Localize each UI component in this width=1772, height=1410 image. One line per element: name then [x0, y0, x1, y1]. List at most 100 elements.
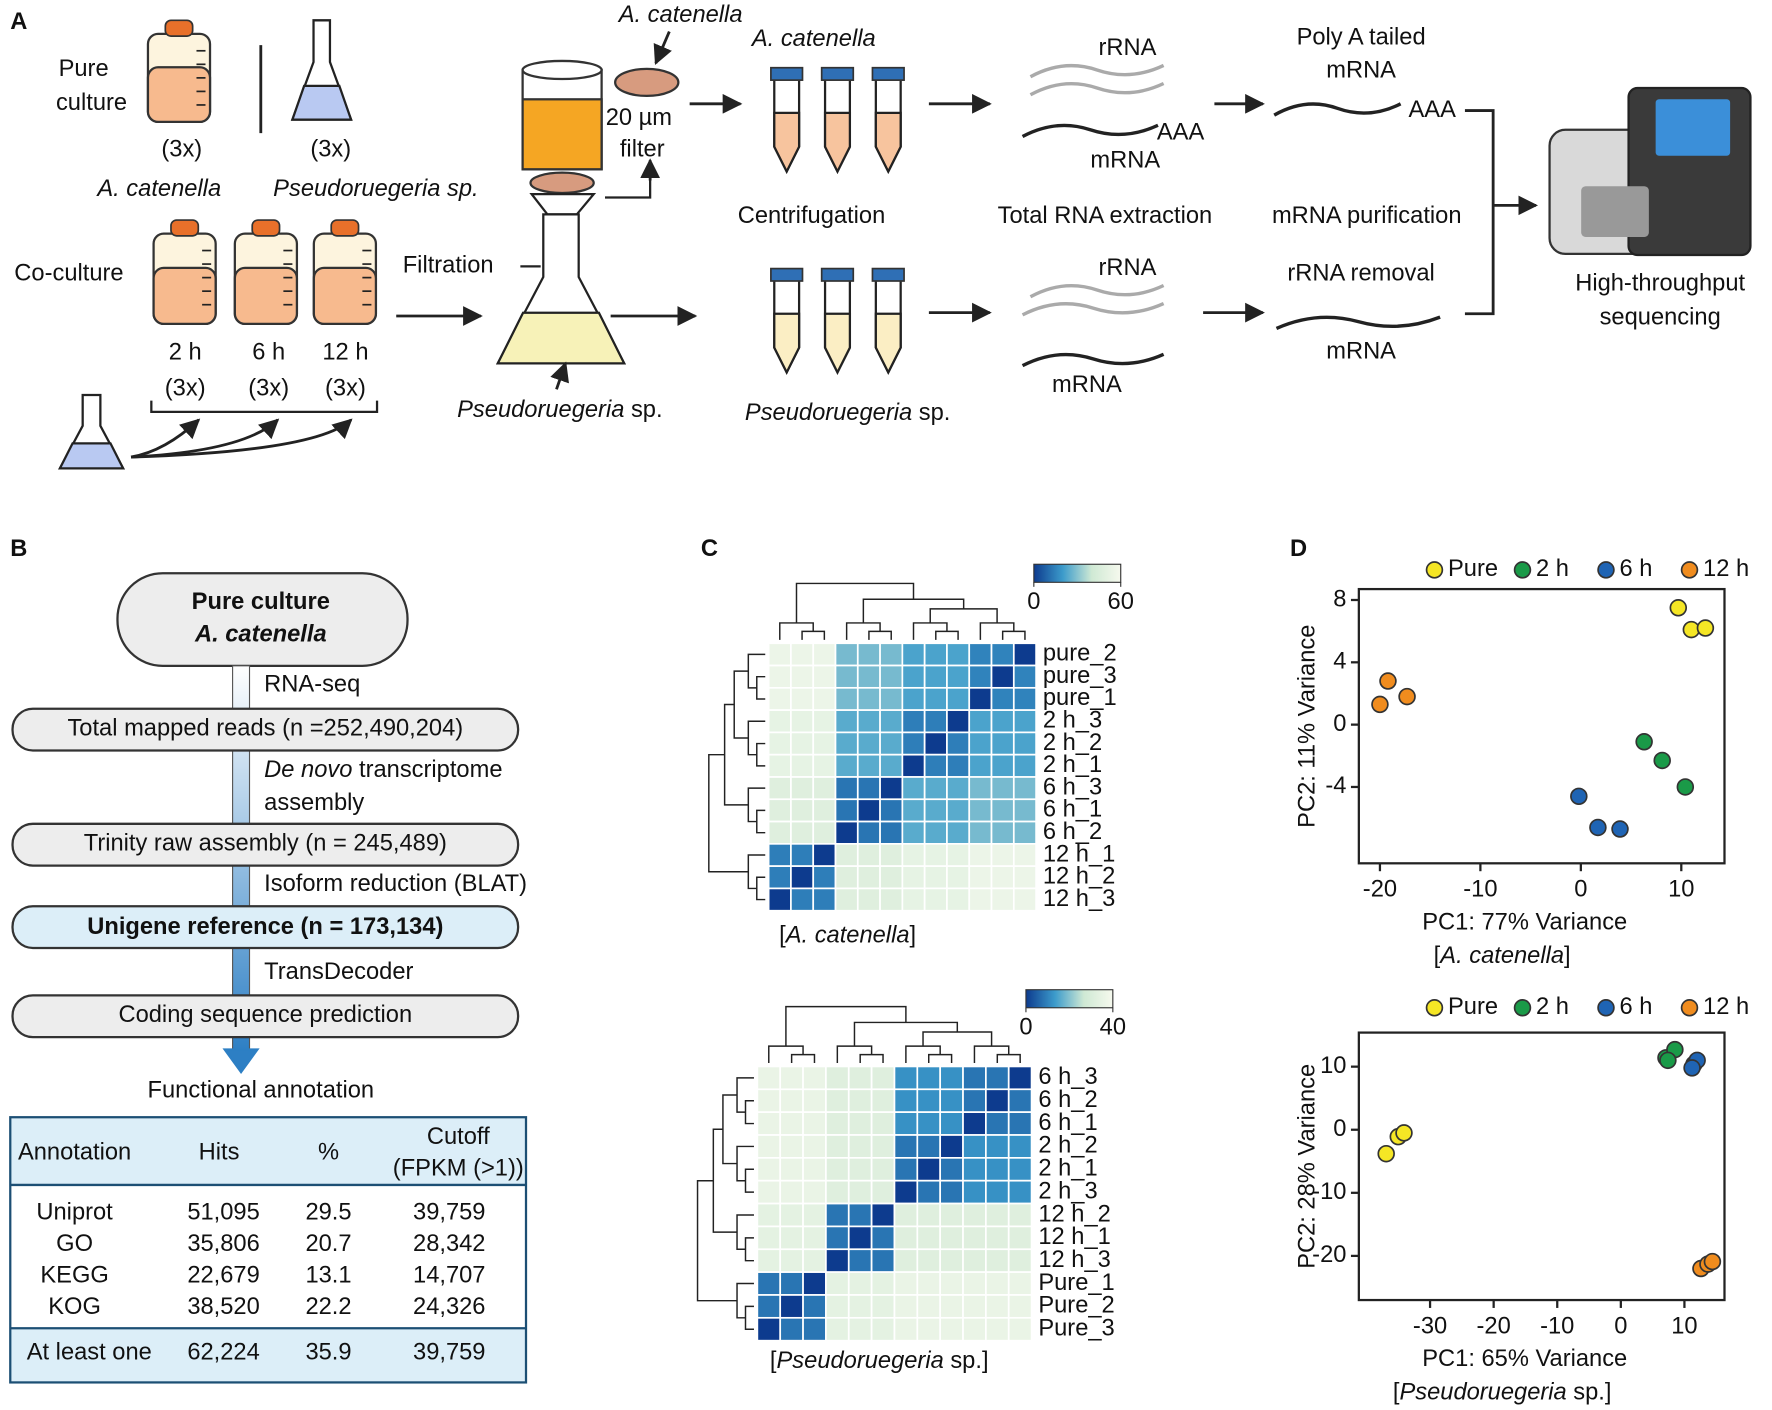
- heat-cell: [923, 865, 948, 890]
- point: [1611, 820, 1629, 838]
- heat-cell: [990, 664, 1015, 689]
- heat-cell: [985, 1088, 1010, 1113]
- flow-label: assembly: [264, 790, 364, 816]
- x-axis-label: PC1: 77% Variance: [1422, 909, 1627, 935]
- heat-cell: [1012, 753, 1037, 778]
- dendrogram: [696, 1179, 738, 1302]
- filter-top: [521, 59, 603, 81]
- heat-cell: [1012, 887, 1037, 912]
- flow-label: De novo transcriptome: [264, 757, 502, 783]
- heat-cell: [870, 1316, 896, 1342]
- heat-cell: [962, 1088, 987, 1113]
- funnel: [529, 192, 597, 216]
- heat-cell: [990, 798, 1015, 823]
- heat-cell: [779, 1294, 804, 1319]
- x-tick-label: -30: [1413, 1313, 1447, 1339]
- heat-cell: [893, 1202, 919, 1228]
- dendrogram: [905, 1045, 941, 1064]
- heat-cell: [923, 843, 948, 867]
- heat-cell: [990, 686, 1015, 711]
- label-part: A. catenella: [784, 923, 910, 949]
- flow-label: Functional annotation: [148, 1078, 375, 1104]
- heat-cell: [968, 820, 993, 845]
- table-cell: At least one: [27, 1339, 152, 1365]
- heat-cell: [985, 1316, 1010, 1342]
- heat-cell: [834, 664, 859, 689]
- label-part: [: [1434, 943, 1441, 969]
- heat-cell: [802, 1225, 827, 1251]
- dendrogram: [756, 876, 766, 901]
- heat-cell: [1007, 1179, 1033, 1205]
- heat-cell: [756, 1316, 782, 1342]
- heat-cell: [779, 1316, 804, 1342]
- row-label: 2 h_1: [1038, 1156, 1097, 1182]
- heat-cell: [790, 887, 815, 912]
- heat-cell: [916, 1134, 942, 1159]
- heat-cell: [767, 664, 792, 689]
- flow-label: Trinity raw assembly (n = 245,489): [84, 830, 447, 856]
- heat-cell: [812, 865, 837, 890]
- heat-cell: [968, 843, 993, 867]
- legend-label: Pure: [1448, 994, 1498, 1020]
- heat-cell: [847, 1248, 873, 1273]
- label: Pseudoruegeria sp.: [273, 176, 478, 202]
- heat-cell: [923, 642, 948, 667]
- heat-cell: [767, 887, 792, 912]
- heat-cell: [1007, 1271, 1033, 1296]
- label: culture: [56, 90, 127, 116]
- heat-cell: [985, 1111, 1010, 1136]
- heat-cell: [985, 1248, 1010, 1273]
- y-tick-label: -4: [1325, 773, 1346, 799]
- heat-cell: [802, 1088, 827, 1113]
- point: [1570, 787, 1588, 806]
- label: (3x): [325, 376, 366, 402]
- dendrogram: [868, 630, 892, 640]
- heat-cell: [856, 664, 881, 689]
- heat-cell: [756, 1248, 782, 1273]
- rna-strand: [1029, 283, 1165, 299]
- bottle-cap: [251, 219, 281, 237]
- heat-cell: [756, 1225, 782, 1251]
- heat-cell: [939, 1088, 964, 1113]
- point: [1703, 1252, 1722, 1271]
- heat-cell: [790, 709, 815, 734]
- legend-label: 2 h: [1536, 556, 1569, 582]
- panel-label: B: [10, 536, 27, 562]
- bracket: [150, 400, 379, 414]
- heat-cell: [879, 686, 904, 711]
- heat-cell: [879, 820, 904, 845]
- heat-cell: [968, 865, 993, 890]
- y-tick-label: -10: [1312, 1179, 1346, 1205]
- heat-cell: [916, 1294, 942, 1319]
- heat-cell: [870, 1157, 896, 1182]
- heat-cell: [847, 1271, 873, 1296]
- heat-cell: [767, 686, 792, 711]
- heat-cell: [985, 1179, 1010, 1205]
- row-label: pure_2: [1043, 641, 1117, 667]
- row-label: 2 h_3: [1043, 708, 1102, 734]
- heat-cell: [916, 1111, 942, 1136]
- heat-cell: [939, 1225, 964, 1251]
- tube-liquid: [874, 111, 902, 175]
- label: 12 h: [322, 339, 368, 365]
- plot-frame: [1357, 587, 1726, 865]
- heat-cell: [1007, 1065, 1033, 1091]
- flow-box: [11, 707, 520, 752]
- y-tick-label: 4: [1333, 649, 1346, 675]
- colorbar-tick-label: 40: [1100, 1014, 1126, 1040]
- dendrogram: [928, 1053, 953, 1064]
- y-tick-label: 0: [1333, 1116, 1346, 1142]
- y-axis-label: PC2: 28% Variance: [1294, 1064, 1320, 1269]
- heat-cell: [856, 843, 881, 867]
- heat-cell: [856, 865, 881, 890]
- dendrogram: [744, 1168, 754, 1193]
- heat-cell: [990, 887, 1015, 912]
- heat-cell: [834, 887, 859, 912]
- heat-cell: [990, 753, 1015, 778]
- heat-cell: [767, 731, 792, 756]
- legend-label: Pure: [1448, 556, 1498, 582]
- table-cell: 22,679: [187, 1263, 259, 1289]
- heat-cell: [834, 776, 859, 801]
- heat-cell: [767, 776, 792, 801]
- heat-cell: [1012, 865, 1037, 890]
